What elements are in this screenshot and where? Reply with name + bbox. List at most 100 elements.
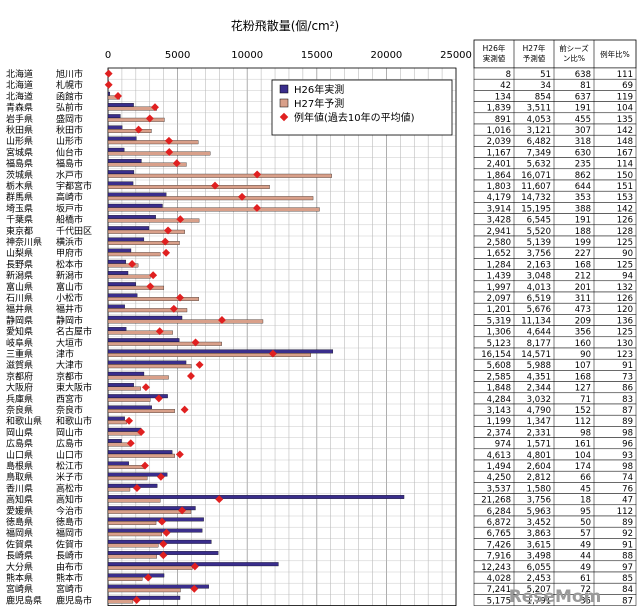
- table-cell: 45: [580, 484, 591, 494]
- bar-h27: [107, 375, 169, 380]
- row-pref-label: 石川県: [6, 293, 33, 304]
- row-pref-label: 栃木県: [6, 180, 33, 192]
- table-cell: 126: [617, 294, 633, 304]
- table-cell: 1,864: [487, 171, 511, 181]
- table-cell: 2,039: [487, 137, 511, 147]
- row-pref-label: 愛知県: [6, 326, 33, 338]
- table-cell: 199: [575, 238, 591, 248]
- row-pref-label: 兵庫県: [6, 393, 33, 405]
- bar-h26: [107, 405, 152, 410]
- bar-h26: [107, 237, 145, 242]
- row-pref-label: 静岡県: [6, 314, 33, 326]
- table-cell: 227: [575, 249, 591, 259]
- bar-h26: [107, 192, 167, 197]
- row-city-label: 大垣市: [56, 337, 83, 349]
- table-cell: 201: [575, 283, 591, 293]
- table-cell: 49: [580, 540, 591, 550]
- table-cell: 235: [575, 160, 591, 170]
- table-cell: 73: [622, 372, 633, 382]
- table-cell: 5,139: [527, 238, 551, 248]
- table-cell: 98: [580, 428, 591, 438]
- row-pref-label: 群馬県: [6, 191, 33, 203]
- table-cell: 862: [575, 171, 591, 181]
- bar-h27: [107, 532, 162, 537]
- table-header-line: ン比%: [563, 53, 585, 63]
- avg-marker: [176, 215, 185, 224]
- table-cell: 150: [617, 171, 633, 181]
- table-cell: 356: [575, 328, 591, 338]
- avg-marker: [128, 260, 137, 268]
- table-cell: 112: [617, 507, 633, 517]
- plot-frame: [107, 67, 457, 606]
- table-cell: 5,319: [487, 316, 511, 326]
- avg-marker: [217, 316, 226, 324]
- table-cell: 6,545: [527, 216, 551, 226]
- table-cell: 126: [617, 216, 633, 226]
- table-header-1: H27年予測値: [523, 43, 546, 63]
- table-cell: 1,016: [487, 126, 511, 136]
- table-cell: 168: [575, 372, 591, 382]
- table-cell: 2,163: [527, 260, 551, 270]
- row-city-label: 徳島市: [56, 516, 83, 528]
- table-cell: 104: [617, 104, 633, 114]
- table-cell: 3,914: [487, 204, 511, 214]
- bar-h27: [107, 498, 161, 503]
- table-cell: 891: [495, 115, 511, 125]
- table-cell: 51: [540, 70, 551, 80]
- table-cell: 2,585: [487, 372, 511, 382]
- bar-h27: [107, 487, 131, 492]
- row-city-label: 広島市: [56, 438, 83, 450]
- bar-h27: [107, 397, 151, 402]
- bar-h27: [107, 409, 175, 413]
- table-header-0: H26年実測値: [483, 43, 506, 63]
- row-city-label: 水戸市: [56, 169, 83, 181]
- row-pref-label: 熊本県: [6, 572, 33, 584]
- table-cell: 473: [575, 305, 591, 315]
- row-pref-label: 広島県: [6, 438, 33, 450]
- bar-h26: [107, 147, 125, 152]
- row-city-label: 西宮市: [56, 393, 83, 405]
- legend-label-avg: 例年値(過去10年の平均値): [294, 111, 415, 124]
- table-cell: 47: [622, 496, 633, 506]
- avg-marker: [104, 69, 113, 78]
- table-cell: 1,571: [527, 440, 551, 450]
- bar-h27: [107, 565, 193, 570]
- table-cell: 6,055: [527, 563, 551, 573]
- bar-h27: [107, 330, 173, 335]
- table-cell: 93: [622, 451, 633, 461]
- avg-marker: [104, 80, 113, 89]
- bar-h27: [107, 353, 311, 357]
- table-cell: 49: [580, 563, 591, 573]
- bar-h27: [107, 151, 211, 156]
- row-city-label: 旭川市: [56, 68, 83, 80]
- row-city-label: 岡山市: [56, 426, 83, 438]
- bar-h27: [107, 252, 161, 257]
- table-cell: 5,676: [527, 305, 551, 315]
- table-cell: 85: [622, 574, 633, 584]
- row-city-label: 秋田市: [56, 124, 83, 136]
- table-cell: 91: [622, 540, 633, 550]
- row-pref-label: 宮城県: [6, 146, 33, 158]
- table-cell: 3,537: [487, 484, 511, 494]
- row-city-label: 盛岡市: [56, 113, 83, 125]
- table-cell: 6,872: [487, 518, 511, 528]
- table-cell: 148: [617, 137, 633, 147]
- row-city-label: 大津市: [56, 359, 83, 371]
- bar-h26: [107, 371, 145, 376]
- bar-h26: [107, 383, 134, 387]
- table-cell: 7,349: [527, 148, 551, 158]
- row-city-label: 静岡市: [56, 314, 83, 326]
- table-cell: 188: [575, 227, 591, 237]
- row-city-label: 小松市: [56, 292, 83, 304]
- table-cell: 81: [580, 81, 591, 91]
- x-tick-label: 20000: [370, 50, 402, 61]
- avg-marker: [154, 394, 163, 403]
- bar-h26: [107, 495, 405, 499]
- bar-h27: [107, 543, 159, 548]
- table-cell: 6,519: [527, 294, 551, 304]
- table-cell: 98: [622, 428, 633, 438]
- bar-h27: [107, 162, 187, 167]
- row-pref-label: 島根県: [6, 460, 33, 472]
- table-cell: 3,048: [527, 272, 551, 282]
- table-cell: 8: [506, 70, 511, 80]
